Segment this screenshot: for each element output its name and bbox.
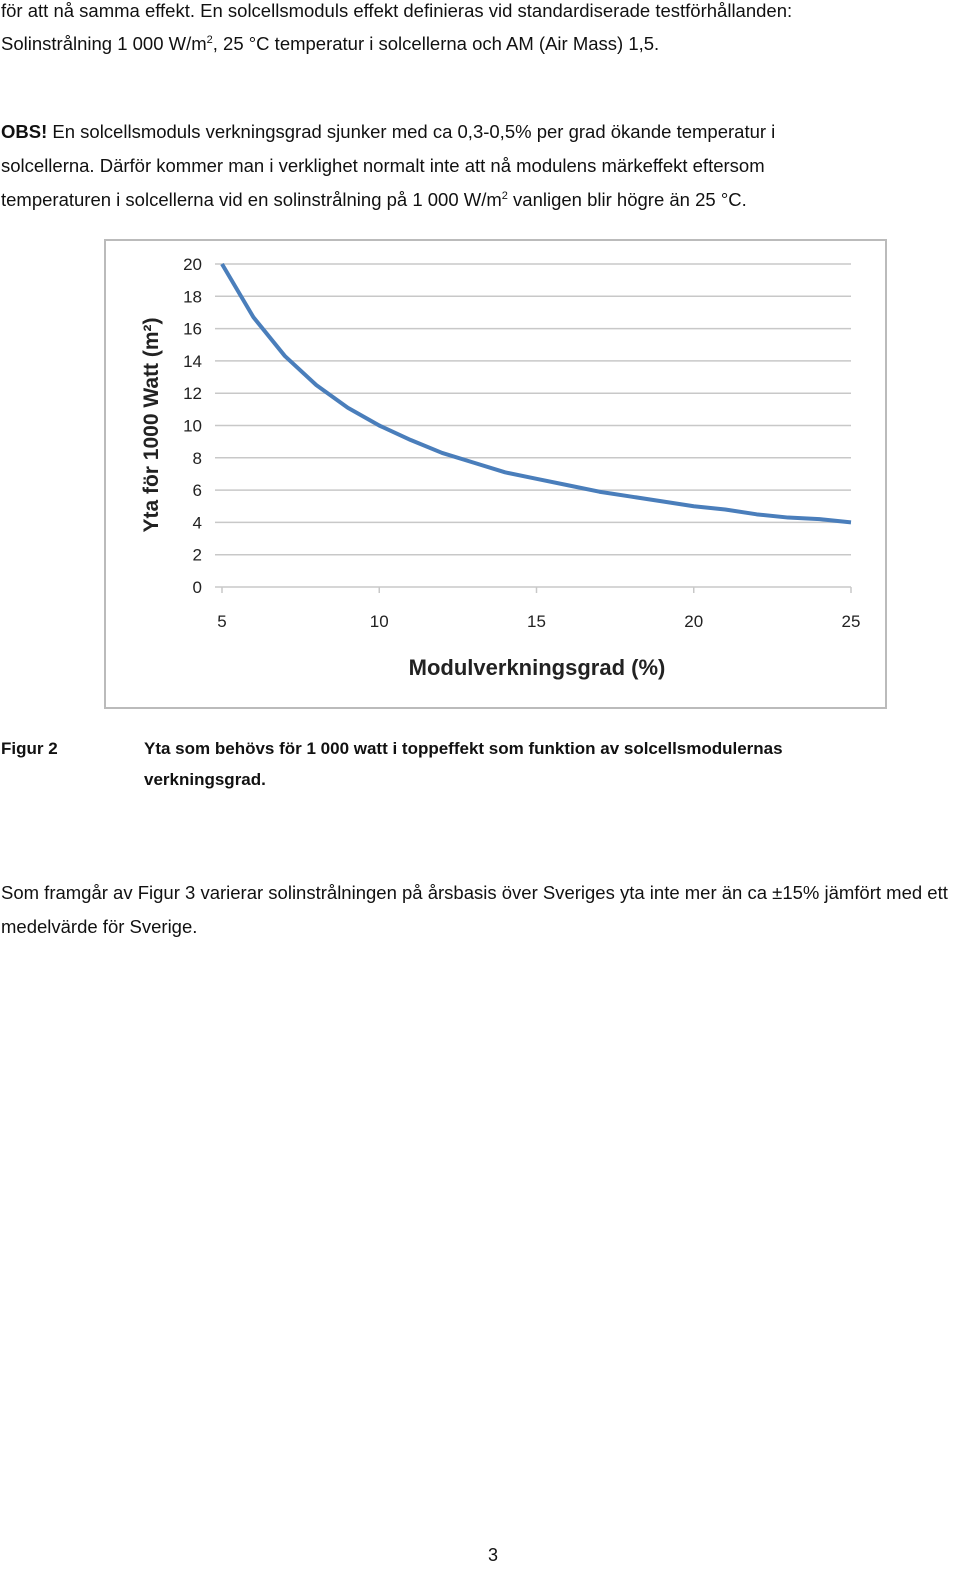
chart: Modulverkningsgrad (%) Yta för 1000 Watt…	[104, 239, 887, 709]
y-tick-label: 8	[193, 449, 202, 468]
text-line: OBS! En solcellsmoduls verkningsgrad sju…	[1, 121, 775, 143]
caption-text: Yta som behövs för 1 000 watt i toppeffe…	[144, 739, 783, 789]
y-tick-label: 16	[183, 320, 202, 339]
x-tick-label: 5	[217, 612, 226, 631]
text: vanligen blir högre än 25 °C.	[507, 189, 747, 210]
y-tick-label: 14	[183, 352, 202, 371]
superscript: 2	[501, 190, 508, 202]
y-tick-label: 20	[183, 255, 202, 274]
emphasis: OBS!	[1, 121, 48, 142]
caption-label: Figur 2	[1, 739, 58, 758]
x-axis-label: Modulverkningsgrad (%)	[409, 655, 666, 680]
text-line: Solinstrålning 1 000 W/m2, 25 °C tempera…	[1, 33, 659, 55]
paragraph: Som framgår av Figur 3 varierar solinstr…	[1, 882, 948, 937]
text: , 25 °C temperatur i solcellerna och AM …	[212, 33, 660, 54]
y-tick-label: 4	[193, 513, 202, 532]
x-tick-label: 15	[527, 612, 546, 631]
y-tick-label: 12	[183, 384, 202, 403]
text-line: solcellerna. Därför kommer man i verklig…	[1, 155, 765, 176]
page-number: 3	[488, 1545, 499, 1565]
data-line	[220, 262, 852, 525]
x-tick-label: 25	[842, 612, 861, 631]
text-line: temperaturen i solcellerna vid en solins…	[1, 189, 747, 211]
text-line: för att nå samma effekt. En solcellsmodu…	[1, 0, 793, 21]
x-tick-label: 20	[684, 612, 703, 631]
text: temperaturen i solcellerna vid en solins…	[1, 189, 502, 210]
chart-frame	[104, 239, 887, 709]
y-tick-label: 0	[193, 578, 202, 597]
text: Solinstrålning 1 000 W/m	[1, 33, 207, 54]
y-tick-label: 2	[193, 546, 202, 565]
text: En solcellsmoduls verkningsgrad sjunker …	[47, 121, 776, 142]
x-tick-label: 10	[370, 612, 389, 631]
y-tick-label: 10	[183, 417, 202, 436]
y-tick-label: 18	[183, 287, 202, 306]
superscript: 2	[206, 34, 213, 46]
y-axis-label: Yta för 1000 Watt (m²)	[140, 317, 163, 532]
y-tick-label: 6	[193, 481, 202, 500]
